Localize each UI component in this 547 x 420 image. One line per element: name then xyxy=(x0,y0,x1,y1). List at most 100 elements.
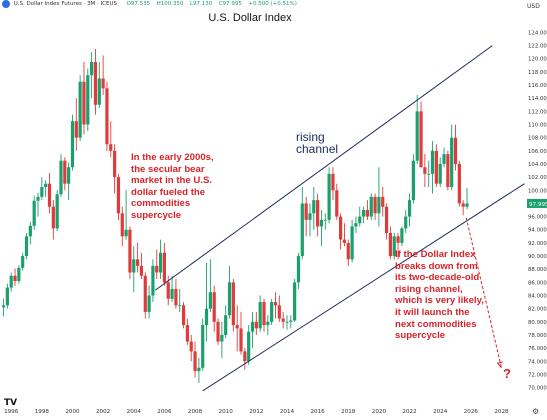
x-tick-label-8: 2012 xyxy=(249,409,263,415)
x-tick-label-15: 2026 xyxy=(464,409,479,415)
candle-body-37 xyxy=(143,275,147,312)
candle-body-103 xyxy=(396,236,400,243)
candle-body-35 xyxy=(135,259,140,266)
x-tick-label-9: 2014 xyxy=(280,409,295,415)
candle-body-110 xyxy=(423,167,427,174)
projection-arrow-line xyxy=(465,217,502,368)
candle-body-51 xyxy=(197,367,201,372)
candle-body-18 xyxy=(70,121,75,168)
ohlc-open: O97.535 xyxy=(126,1,151,7)
candle-body-60 xyxy=(231,282,235,326)
candle-body-12 xyxy=(47,183,52,207)
y-tick-label-2: 74.000 xyxy=(528,359,547,365)
currency-label[interactable]: USD xyxy=(527,3,540,10)
y-tick-label-8: 86.000 xyxy=(528,280,547,286)
annotation-rising-channel: rising channel xyxy=(296,130,339,156)
candle-body-15 xyxy=(59,160,63,195)
candle-body-38 xyxy=(147,295,151,312)
candle-body-58 xyxy=(224,315,228,335)
x-tick-label-1: 1998 xyxy=(35,409,50,415)
candle-body-61 xyxy=(235,325,239,329)
candle-body-108 xyxy=(415,111,419,161)
tradingview-logo: TV xyxy=(4,398,18,408)
candle-body-97 xyxy=(373,196,377,214)
candle-body-46 xyxy=(178,305,182,307)
candle-body-43 xyxy=(166,282,170,299)
x-tick-label-12: 2020 xyxy=(372,409,387,415)
y-tick-label-13: 96.000 xyxy=(528,215,547,221)
gear-icon[interactable]: ⚙ xyxy=(532,407,540,416)
candle-body-74 xyxy=(285,321,289,323)
candle-body-53 xyxy=(204,308,209,326)
annotation-secular-bear: In the early 2000s, the secular bear mar… xyxy=(131,152,214,221)
y-tick-label-19: 108.000 xyxy=(528,136,547,142)
candle-body-6 xyxy=(24,236,29,257)
candle-body-16 xyxy=(63,160,67,184)
x-tick-label-13: 2022 xyxy=(402,409,416,415)
candle-body-59 xyxy=(227,282,232,316)
candle-body-29 xyxy=(113,150,117,178)
y-tick-label-4: 78.000 xyxy=(528,333,547,339)
y-tick-label-7: 84.000 xyxy=(528,293,547,299)
y-tick-label-22: 114.000 xyxy=(528,96,547,102)
candle-body-28 xyxy=(109,144,113,151)
candle-body-86 xyxy=(331,173,335,191)
x-tick-label-2: 2000 xyxy=(65,409,80,415)
candle-body-106 xyxy=(407,200,412,217)
candle-body-11 xyxy=(44,183,48,187)
candle-body-81 xyxy=(312,200,316,214)
candle-body-42 xyxy=(162,252,167,283)
candle-body-23 xyxy=(90,62,94,76)
x-tick-label-0: 1996 xyxy=(4,409,19,415)
candle-body-30 xyxy=(116,177,121,214)
candle-body-14 xyxy=(55,194,59,229)
candle-body-22 xyxy=(86,75,90,125)
candle-body-120 xyxy=(461,203,465,207)
y-tick-label-23: 116.000 xyxy=(528,83,547,89)
candle-body-75 xyxy=(289,320,293,322)
candle-body-8 xyxy=(32,200,36,226)
x-tick-label-14: 2024 xyxy=(433,409,448,415)
candle-body-44 xyxy=(170,288,174,299)
candle-body-76 xyxy=(293,282,297,321)
symbol-header: U.S. Dollar Index Futures · 3M · ICEUS O… xyxy=(0,0,297,14)
y-tick-label-26: 122.000 xyxy=(528,44,547,50)
candle-body-115 xyxy=(442,154,446,164)
symbol-title[interactable]: U.S. Dollar Index Futures · 3M · ICEUS xyxy=(13,1,118,7)
candle-body-27 xyxy=(105,88,109,145)
y-tick-label-9: 88.000 xyxy=(528,267,547,273)
candle-body-45 xyxy=(174,288,178,306)
candle-body-21 xyxy=(82,81,86,125)
y-tick-label-24: 118.000 xyxy=(528,70,547,76)
x-tick-label-10: 2016 xyxy=(311,409,326,415)
x-tick-label-4: 2004 xyxy=(127,409,142,415)
ohlc-high: H100.350 xyxy=(156,1,184,7)
candle-body-92 xyxy=(354,223,358,227)
candle-body-68 xyxy=(262,302,266,326)
y-tick-label-20: 110.000 xyxy=(528,123,547,129)
x-tick-label-7: 2010 xyxy=(219,409,234,415)
candle-body-52 xyxy=(201,325,205,368)
candle-body-25 xyxy=(97,78,101,105)
candle-body-64 xyxy=(247,331,251,362)
candle-body-4 xyxy=(17,267,21,282)
candle-body-119 xyxy=(457,163,461,204)
candles-layer xyxy=(1,48,469,383)
y-tick-label-27: 124.000 xyxy=(528,30,547,36)
candle-body-105 xyxy=(404,216,408,229)
candle-body-70 xyxy=(270,302,274,322)
candle-body-20 xyxy=(78,81,82,138)
candle-body-10 xyxy=(40,186,44,197)
symbol-logo-icon xyxy=(2,0,10,8)
candle-body-7 xyxy=(28,225,32,237)
candle-body-67 xyxy=(258,302,262,329)
candle-body-3 xyxy=(13,275,17,282)
candle-body-19 xyxy=(74,121,78,138)
annotation-question-mark: ? xyxy=(503,366,511,381)
candle-body-98 xyxy=(377,196,381,214)
channel-lower-line xyxy=(202,183,525,392)
candle-body-73 xyxy=(281,318,285,322)
y-tick-label-16: 102.000 xyxy=(528,175,547,181)
candle-body-94 xyxy=(361,210,366,217)
